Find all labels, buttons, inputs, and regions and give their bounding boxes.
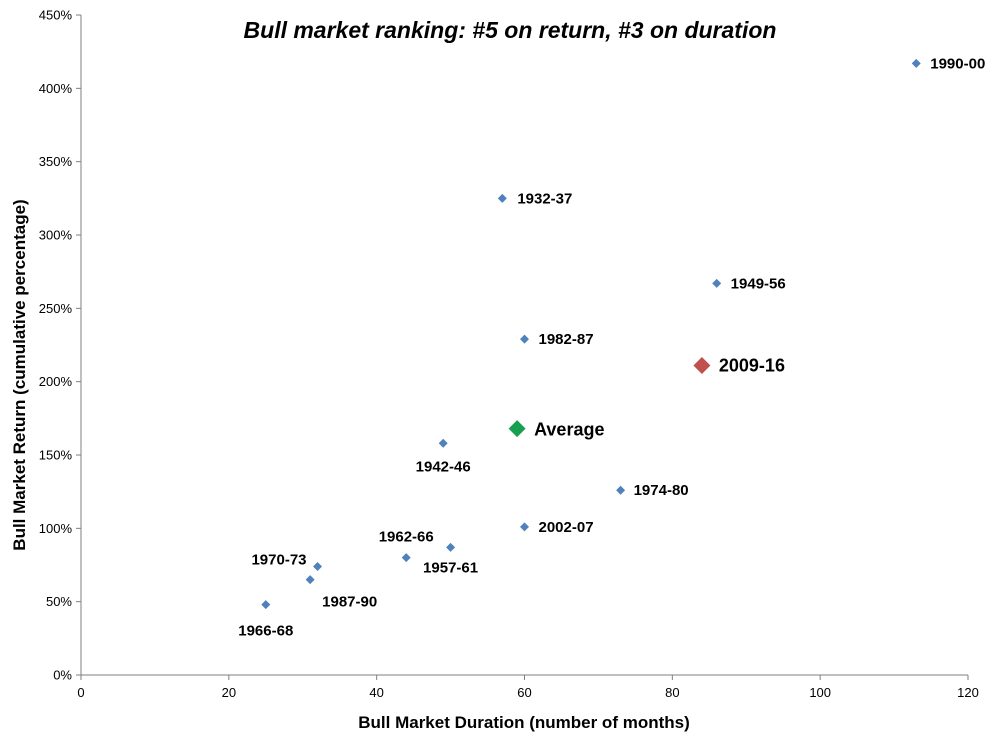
data-point-1962-66 [401, 553, 411, 563]
point-label-1987-90: 1987-90 [322, 594, 377, 611]
point-label-2002-07: 2002-07 [539, 519, 594, 536]
point-label-2009-16: 2009-16 [719, 356, 785, 376]
point-label-1949-56: 1949-56 [731, 275, 786, 292]
y-tick-label: 400% [39, 81, 73, 96]
point-label-1982-87: 1982-87 [539, 331, 594, 348]
x-tick-label: 40 [369, 685, 383, 700]
y-tick-label: 350% [39, 154, 73, 169]
axes: 0% 50% 100% 150% 200% 250% 300% 350% 400% 450% 0 20… [39, 8, 979, 701]
x-axis-title: Bull Market Duration (number of months) [358, 713, 690, 732]
chart-title: Bull market ranking: #5 on return, #3 on… [244, 17, 777, 43]
y-axis-title: Bull Market Return (cumulative percentag… [10, 199, 29, 550]
point-label-1990-00: 1990-00 [930, 55, 985, 72]
data-points [261, 58, 921, 610]
y-tick-label: 200% [39, 374, 73, 389]
point-labels: 1990-00 1932-37 1949-56 1982-87 2009-16 Avera… [238, 55, 985, 639]
y-tick-label: 100% [39, 521, 73, 536]
data-point-1982-87 [520, 334, 529, 344]
x-tick-label: 120 [957, 685, 979, 700]
y-tick-label: 450% [39, 8, 73, 23]
point-label-1942-46: 1942-46 [416, 458, 471, 475]
point-label-1970-73: 1970-73 [251, 551, 306, 568]
point-label-1974-80: 1974-80 [634, 482, 689, 499]
point-label-1957-61: 1957-61 [423, 559, 478, 576]
x-tick-label: 20 [222, 685, 236, 700]
data-point-1987-90 [305, 575, 315, 585]
y-tick-label: 150% [39, 448, 73, 463]
x-tick-label: 0 [77, 685, 84, 700]
y-tick-label: 300% [39, 228, 73, 243]
data-point-1949-56 [712, 278, 722, 288]
data-point-average [508, 420, 526, 438]
y-tick-label: 50% [46, 594, 72, 609]
data-point-1957-61 [446, 542, 456, 552]
point-label-1932-37: 1932-37 [517, 190, 572, 207]
data-point-2002-07 [520, 522, 529, 532]
data-point-1970-73 [313, 561, 323, 571]
data-point-2009-16 [693, 357, 711, 375]
data-point-1990-00 [911, 58, 921, 68]
x-tick-label: 100 [809, 685, 831, 700]
y-tick-label: 250% [39, 301, 73, 316]
data-point-1974-80 [616, 485, 626, 495]
point-label-1962-66: 1962-66 [379, 529, 434, 546]
x-tick-label: 80 [665, 685, 679, 700]
x-tick-label: 60 [517, 685, 531, 700]
point-label-1966-68: 1966-68 [238, 623, 293, 640]
point-label-average: Average [534, 420, 604, 440]
y-tick-label: 0% [53, 668, 72, 683]
data-point-1942-46 [438, 438, 448, 448]
data-point-1932-37 [497, 193, 507, 203]
data-point-1966-68 [261, 600, 271, 610]
